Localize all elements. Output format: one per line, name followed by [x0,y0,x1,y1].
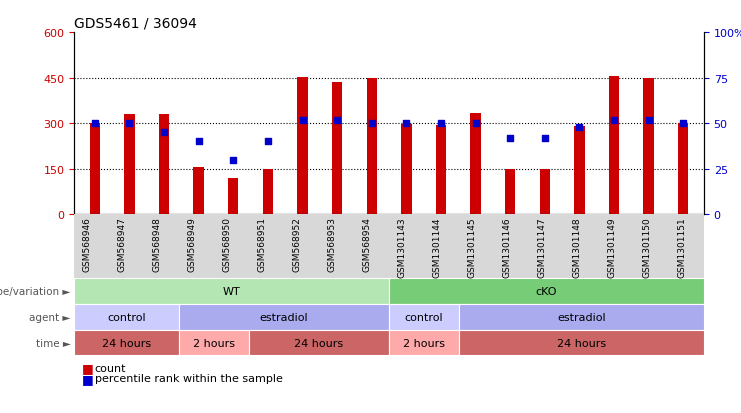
Point [193,139,205,145]
Text: GSM568951: GSM568951 [258,217,267,272]
Bar [332,83,342,215]
Text: estradiol: estradiol [260,312,308,322]
Text: GSM1301146: GSM1301146 [502,217,511,277]
Text: GSM1301147: GSM1301147 [537,217,546,277]
Text: genotype/variation ►: genotype/variation ► [0,287,70,297]
Text: GSM568952: GSM568952 [293,217,302,272]
Bar [297,78,308,215]
Point [504,135,516,142]
Text: GSM1301148: GSM1301148 [573,217,582,277]
Point [539,135,551,142]
Text: ■: ■ [82,372,93,385]
Bar [643,79,654,215]
Bar [367,78,377,215]
Bar [505,169,515,215]
Text: cKO: cKO [536,287,557,297]
Bar [263,170,273,215]
Point [89,121,101,127]
Text: 24 hours: 24 hours [102,338,151,348]
Text: GSM568954: GSM568954 [362,217,371,272]
Point [158,130,170,136]
Text: control: control [405,312,443,322]
Text: GDS5461 / 36094: GDS5461 / 36094 [74,17,197,31]
Point [366,121,378,127]
Text: GSM568947: GSM568947 [118,217,127,272]
Text: GSM568948: GSM568948 [153,217,162,272]
Point [642,117,654,123]
Text: GSM1301143: GSM1301143 [397,217,407,277]
Bar [228,178,239,215]
Point [124,121,136,127]
Text: GSM1301151: GSM1301151 [677,217,686,278]
Bar [471,113,481,215]
Text: GSM568953: GSM568953 [328,217,336,272]
Bar [401,124,411,215]
Text: estradiol: estradiol [557,312,606,322]
Point [574,124,585,131]
Bar [159,115,169,215]
Text: WT: WT [223,287,240,297]
Point [470,121,482,127]
Text: control: control [107,312,146,322]
Bar [124,115,135,215]
Bar [193,168,204,215]
Text: percentile rank within the sample: percentile rank within the sample [95,373,283,383]
Point [677,121,689,127]
Text: count: count [95,363,127,373]
Text: 2 hours: 2 hours [403,338,445,348]
Point [400,121,412,127]
Bar [609,77,619,215]
Text: time ►: time ► [36,338,70,348]
Text: ■: ■ [82,361,93,375]
Bar [678,124,688,215]
Text: GSM568950: GSM568950 [222,217,231,272]
Text: 24 hours: 24 hours [294,338,344,348]
Text: GSM1301149: GSM1301149 [608,217,617,277]
Text: GSM1301150: GSM1301150 [642,217,651,278]
Text: agent ►: agent ► [29,312,70,322]
Text: 2 hours: 2 hours [193,338,235,348]
Bar [436,126,446,215]
Text: GSM1301145: GSM1301145 [468,217,476,277]
Bar [574,127,585,215]
Point [331,117,343,123]
Text: GSM1301144: GSM1301144 [433,217,442,277]
Point [227,157,239,164]
Point [608,117,620,123]
Point [296,117,308,123]
Point [435,121,447,127]
Bar [90,124,100,215]
Bar [539,169,550,215]
Text: 24 hours: 24 hours [557,338,606,348]
Point [262,139,274,145]
Text: GSM568949: GSM568949 [187,217,196,272]
Text: GSM568946: GSM568946 [82,217,92,272]
